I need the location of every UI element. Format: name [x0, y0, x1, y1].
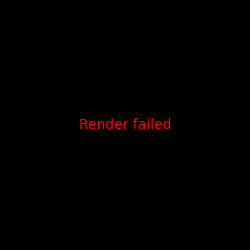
- Text: Render failed: Render failed: [79, 118, 171, 132]
